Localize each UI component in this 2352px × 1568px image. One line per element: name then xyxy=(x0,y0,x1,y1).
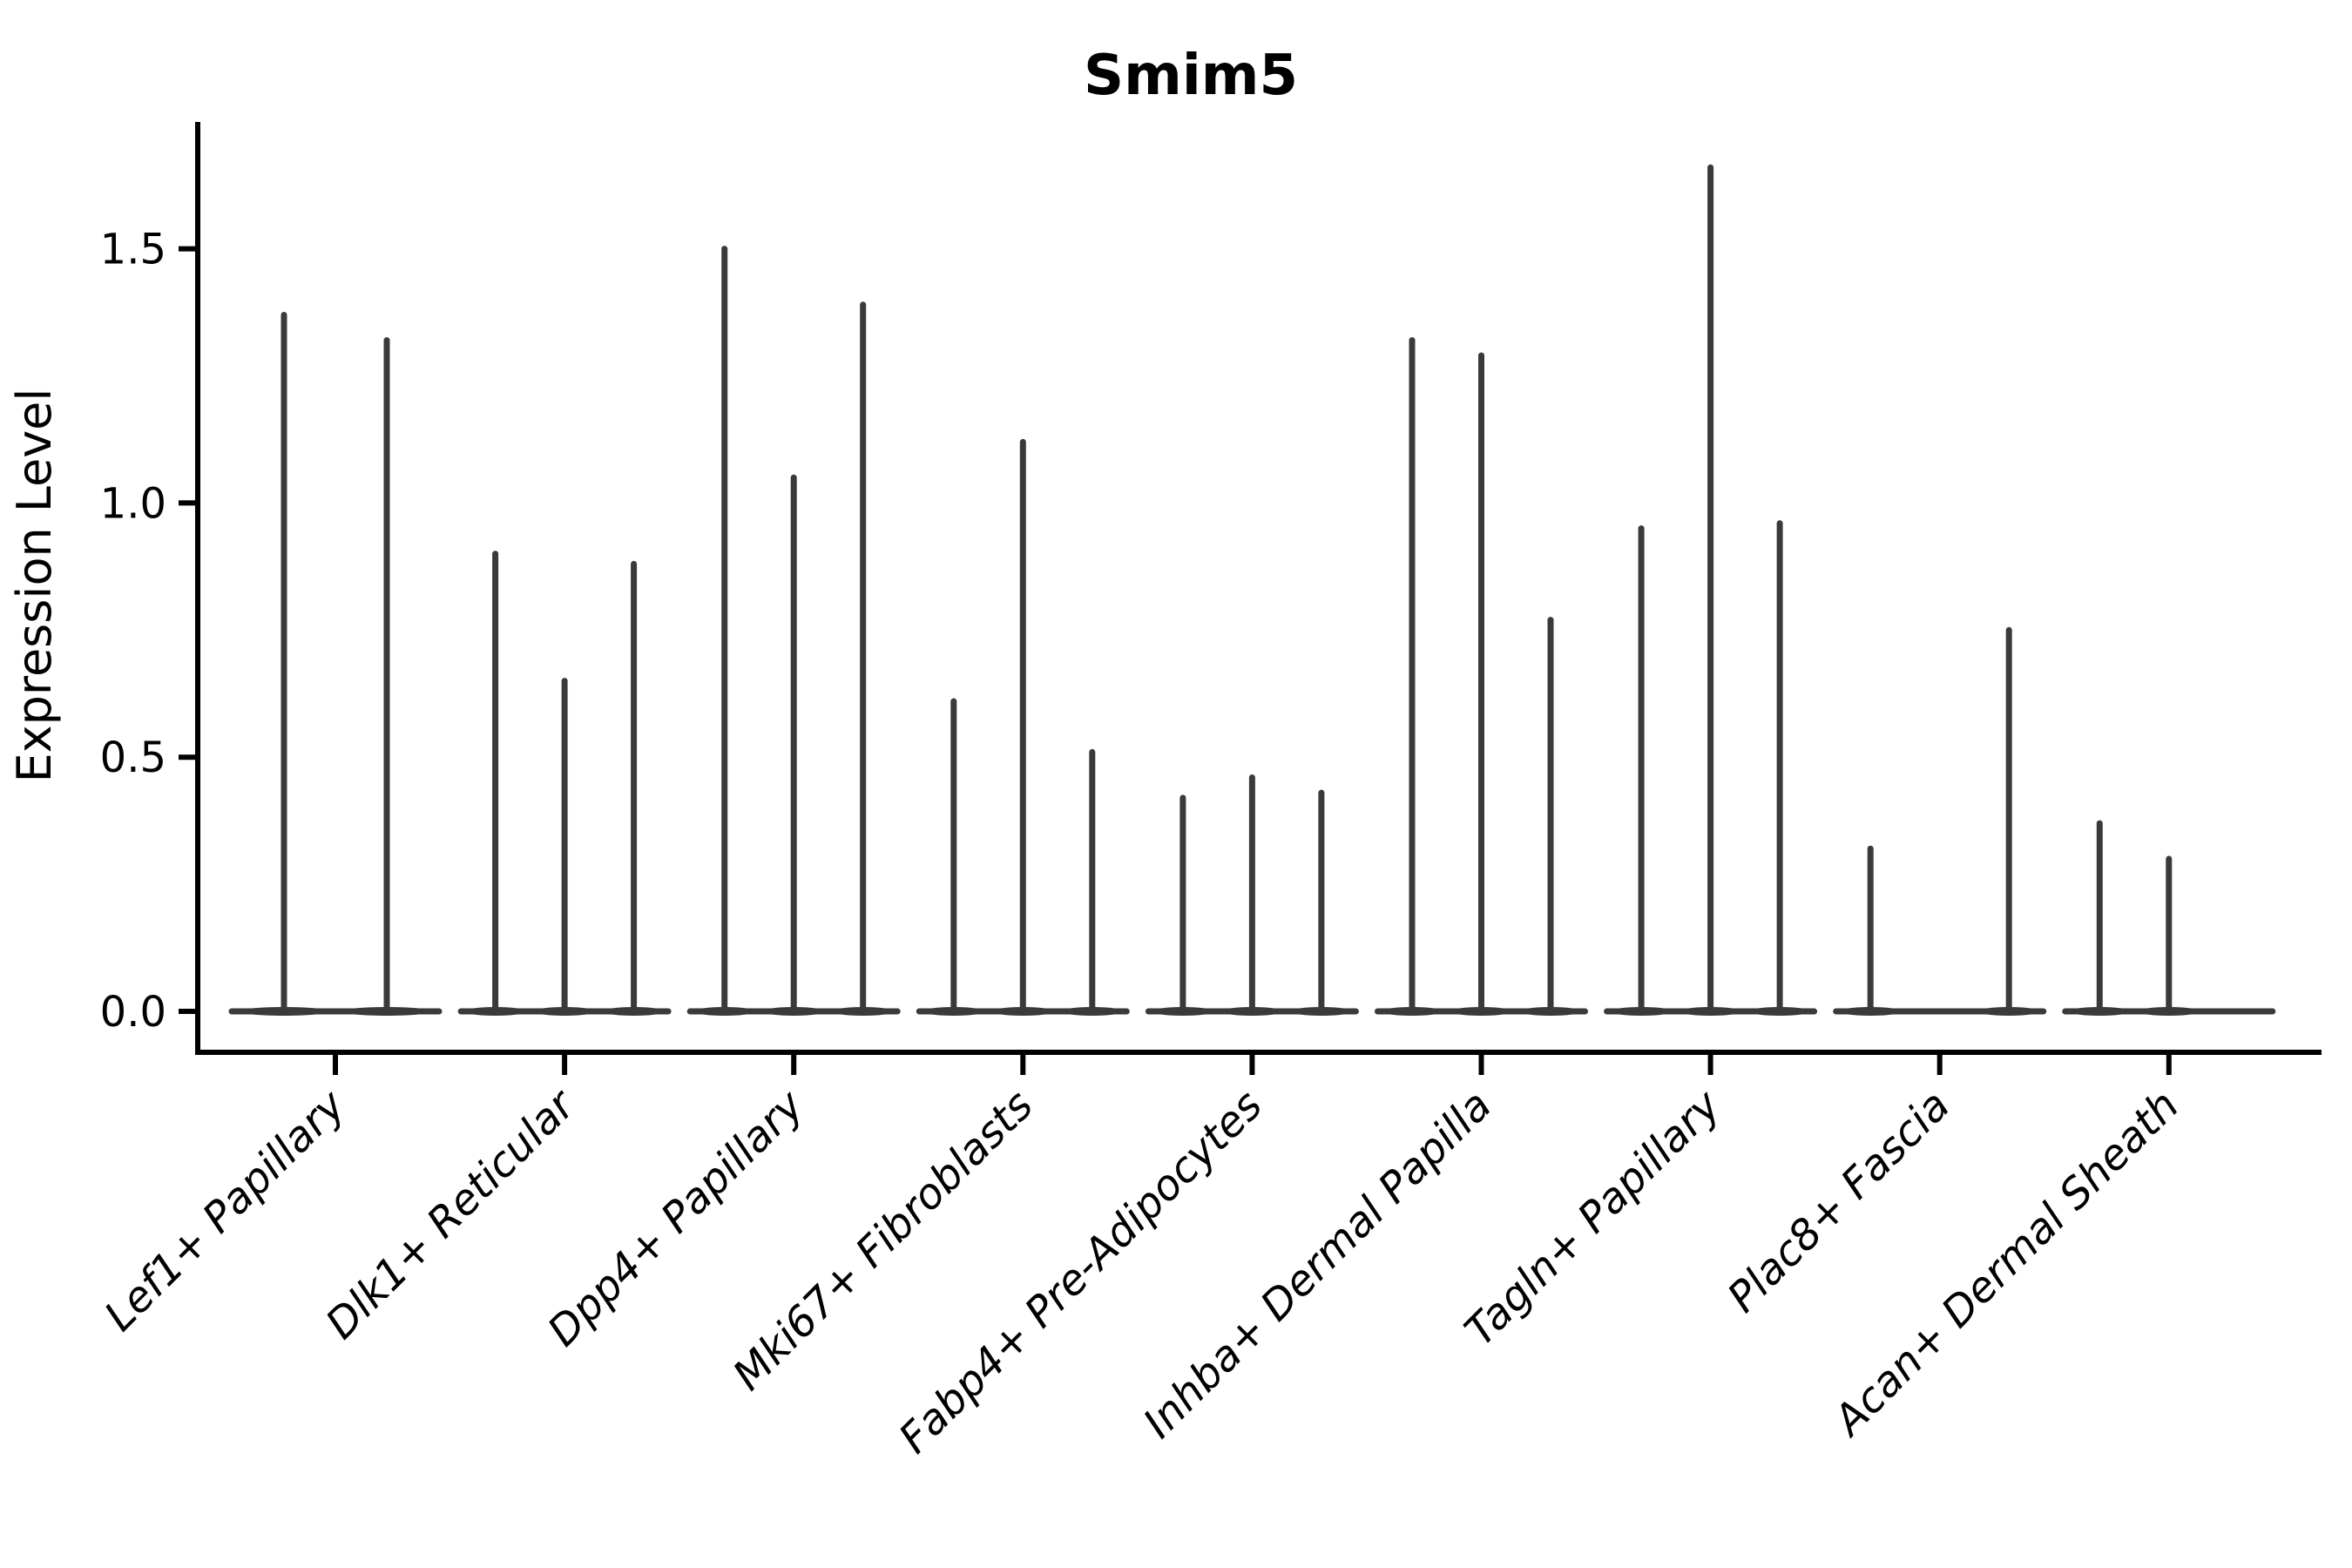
y-axis-label: Expression Level xyxy=(7,389,62,783)
y-tick-label: 0.0 xyxy=(100,988,166,1037)
x-tick-label: Lef1+ Papillary xyxy=(95,1080,355,1341)
axis-spines xyxy=(195,122,2322,1055)
violins-layer xyxy=(228,164,2276,1016)
x-tick-label: Plac8+ Fascia xyxy=(1719,1081,1960,1322)
x-tick-label: Dpp4+ Papillary xyxy=(538,1080,814,1355)
x-tick-label: Dlk1+ Reticular xyxy=(316,1079,586,1349)
y-tick-label: 1.0 xyxy=(100,479,166,528)
chart-title: Smim5 xyxy=(1084,44,1298,108)
y-tick-label: 1.5 xyxy=(100,226,166,274)
x-tick-label: Fabp4+ Pre-Adipocytes xyxy=(889,1081,1272,1463)
y-tick-label: 0.5 xyxy=(100,733,166,782)
x-tick-label: Tagln+ Papillary xyxy=(1456,1080,1731,1355)
